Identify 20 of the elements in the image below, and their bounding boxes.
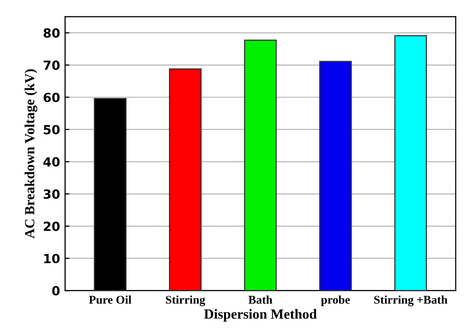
y-tick-label: 70	[44, 60, 60, 70]
bar	[244, 40, 277, 291]
y-tick-label: 10	[44, 254, 60, 264]
bar	[168, 68, 202, 291]
y-tick-label: 0	[52, 286, 60, 296]
y-tick-label: 20	[44, 222, 60, 232]
y-tick-label: 50	[44, 124, 60, 134]
x-axis-title: Dispersion Method	[204, 309, 317, 322]
x-tick-label: Pure Oil	[89, 295, 132, 304]
y-tick-label: 60	[44, 92, 60, 102]
x-tick-label: probe	[321, 295, 350, 306]
x-tick-label: Stirring +Bath	[374, 295, 448, 306]
bar	[319, 60, 352, 291]
x-tick-label: Bath	[248, 295, 272, 304]
y-tick-label: 80	[44, 28, 60, 38]
y-axis-title: AC Breakdown Voltage (kV)	[24, 69, 38, 238]
bar	[394, 35, 427, 291]
x-tick-label: Stirring	[166, 295, 206, 306]
y-tick-label: 40	[43, 157, 60, 167]
y-tick-label: 30	[44, 189, 60, 199]
